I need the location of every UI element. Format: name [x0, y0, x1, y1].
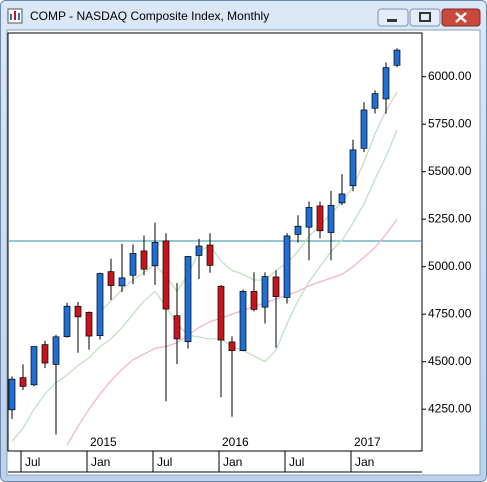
y-tick-label: 5750.00 [428, 116, 472, 130]
candle-body [19, 377, 27, 387]
y-tick-label: 5250.00 [428, 211, 472, 225]
candle-body [294, 225, 302, 235]
year-label: 2017 [354, 435, 381, 449]
candle-body [8, 378, 16, 411]
candle-body [140, 250, 148, 270]
y-tick-label: 5000.00 [428, 259, 472, 273]
moving-average-line [99, 91, 398, 313]
y-tick-label: 6000.00 [428, 69, 472, 83]
candle-body [382, 67, 390, 100]
candle-body [85, 311, 93, 337]
candle-body [118, 277, 126, 287]
candle-body [305, 207, 313, 228]
x-tick-label: Jan [223, 455, 242, 469]
candle-body [206, 244, 214, 266]
y-tick-label: 4250.00 [428, 401, 472, 415]
y-tick-label: 4750.00 [428, 306, 472, 320]
candle-body [63, 305, 71, 337]
plot-area [7, 32, 423, 452]
maximize-button[interactable] [409, 8, 441, 27]
minimize-button[interactable] [377, 8, 409, 27]
moving-average-line [11, 129, 398, 442]
candle-body [316, 205, 324, 232]
candle-body [250, 291, 258, 310]
candle-body [107, 271, 115, 286]
candle-body [349, 149, 357, 187]
year-label: 2015 [90, 435, 117, 449]
candle-body [228, 341, 236, 352]
candle-body [327, 204, 335, 233]
candle-body [393, 49, 401, 66]
y-tick-label: 4500.00 [428, 354, 472, 368]
x-tick-label: Jul [157, 455, 172, 469]
candle-body [30, 346, 38, 386]
window-title: COMP - NASDAQ Composite Index, Monthly [30, 9, 269, 23]
x-tick-label: Jan [355, 455, 374, 469]
candle-body [239, 291, 247, 352]
app-icon [7, 8, 23, 24]
candle-body [184, 256, 192, 343]
x-tick-label: Jan [91, 455, 110, 469]
candle-body [261, 276, 269, 308]
candle-body [162, 240, 170, 310]
candle-body [272, 276, 280, 297]
candle-body [74, 305, 82, 318]
candle-body [52, 336, 60, 365]
candle-body [371, 93, 379, 109]
candle-body [151, 242, 159, 267]
x-tick-label: Jul [25, 455, 40, 469]
close-button[interactable] [441, 8, 481, 27]
candle-body [283, 235, 291, 298]
candle-body [338, 193, 346, 204]
candle-body [195, 245, 203, 256]
candle-body [96, 273, 104, 337]
y-tick-label: 5500.00 [428, 164, 472, 178]
year-label: 2016 [222, 435, 249, 449]
candle-body [129, 253, 137, 276]
moving-average-line [66, 218, 398, 446]
candle-body [360, 109, 368, 149]
candle-body [217, 285, 225, 341]
x-tick-label: Jul [289, 455, 304, 469]
candle-body [173, 315, 181, 340]
candle-body [41, 344, 49, 364]
